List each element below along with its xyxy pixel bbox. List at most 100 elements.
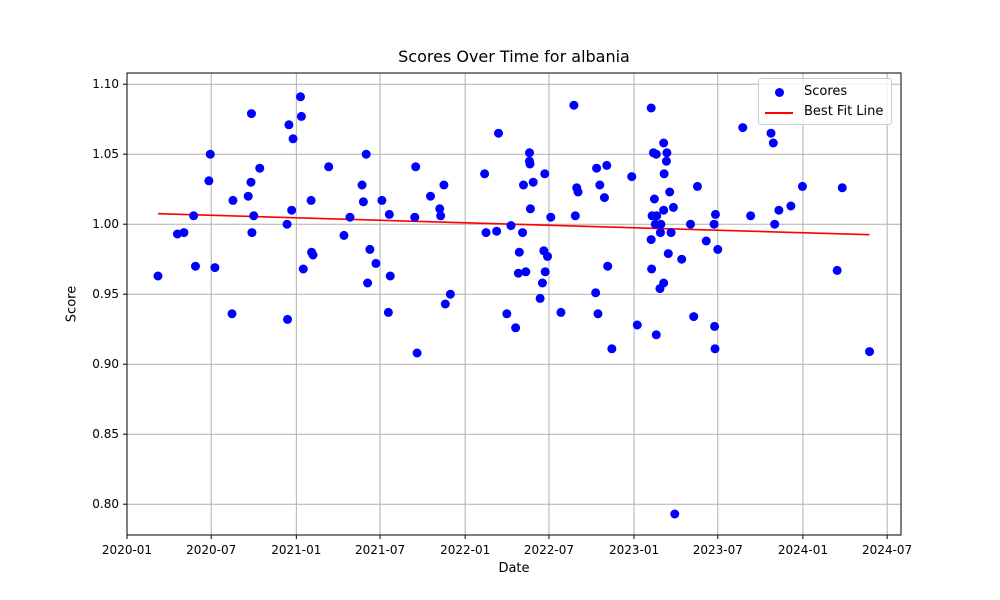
- data-point: [655, 228, 665, 238]
- data-point: [569, 100, 579, 110]
- y-tick-label: 0.95: [92, 287, 119, 301]
- data-point: [377, 195, 387, 205]
- x-tick-label: 2024-07: [862, 543, 912, 557]
- data-point: [570, 211, 580, 221]
- data-point: [713, 244, 723, 254]
- data-point: [445, 289, 455, 299]
- data-point: [227, 309, 237, 319]
- data-point: [685, 219, 695, 229]
- data-point: [656, 219, 666, 229]
- data-point: [436, 211, 446, 221]
- data-point: [649, 194, 659, 204]
- data-point: [546, 212, 556, 222]
- y-axis-ticks: 0.80 0.85 0.90 0.95 1.00 1.05 1.10: [92, 77, 127, 511]
- y-tick-label: 1.00: [92, 217, 119, 231]
- data-point: [677, 254, 687, 264]
- data-point: [249, 211, 259, 221]
- data-point: [607, 344, 617, 354]
- data-point: [774, 205, 784, 215]
- data-point: [410, 212, 420, 222]
- data-point: [770, 219, 780, 229]
- data-point: [365, 244, 375, 254]
- legend-marker-scores: [775, 88, 784, 97]
- data-point: [710, 344, 720, 354]
- data-point: [797, 181, 807, 191]
- data-point: [525, 159, 535, 169]
- legend-item-best-fit: Best Fit Line: [759, 102, 891, 122]
- data-point: [662, 148, 672, 158]
- data-point: [514, 247, 524, 257]
- data-point: [345, 212, 355, 222]
- data-point: [591, 288, 601, 298]
- data-point: [592, 163, 602, 173]
- data-point: [692, 181, 702, 191]
- legend-label-scores: Scores: [804, 84, 848, 99]
- x-tick-label: 2021-01: [271, 543, 321, 557]
- data-point: [659, 169, 669, 179]
- data-point: [689, 312, 699, 322]
- data-point: [663, 249, 673, 259]
- data-point: [602, 160, 612, 170]
- data-point: [647, 264, 657, 274]
- legend-marker-best-fit: [765, 112, 793, 114]
- data-point: [651, 330, 661, 340]
- data-point: [652, 211, 662, 221]
- data-point: [228, 195, 238, 205]
- data-point: [384, 209, 394, 219]
- data-point: [153, 271, 163, 281]
- data-point: [288, 134, 298, 144]
- data-point: [282, 219, 292, 229]
- legend-item-scores: Scores: [759, 82, 891, 102]
- data-point: [435, 204, 445, 214]
- data-point: [385, 271, 395, 281]
- data-point: [646, 103, 656, 113]
- data-point: [599, 193, 609, 203]
- data-point: [670, 509, 680, 519]
- data-point: [701, 236, 711, 246]
- data-point: [324, 162, 334, 172]
- y-axis-label: Score: [64, 285, 80, 323]
- legend-label-best-fit: Best Fit Line: [804, 104, 884, 119]
- data-point: [298, 264, 308, 274]
- data-point: [383, 307, 393, 317]
- data-point: [524, 148, 534, 158]
- data-point: [190, 261, 200, 271]
- y-tick-label: 0.85: [92, 427, 119, 441]
- x-tick-label: 2022-01: [440, 543, 490, 557]
- data-point: [308, 250, 318, 260]
- data-point: [511, 323, 521, 333]
- data-point: [440, 299, 450, 309]
- data-point: [709, 219, 719, 229]
- data-point: [371, 258, 381, 268]
- x-tick-label: 2021-07: [355, 543, 405, 557]
- data-point: [832, 265, 842, 275]
- data-point: [204, 176, 214, 186]
- data-point: [425, 191, 435, 201]
- data-point: [659, 278, 669, 288]
- data-point: [593, 309, 603, 319]
- data-point: [210, 263, 220, 273]
- data-point: [363, 278, 373, 288]
- data-point: [189, 211, 199, 221]
- x-tick-label: 2023-07: [693, 543, 743, 557]
- y-tick-label: 0.90: [92, 357, 119, 371]
- data-point: [518, 180, 528, 190]
- data-point: [665, 187, 675, 197]
- plot-frame: [126, 72, 902, 536]
- x-tick-label: 2024-01: [778, 543, 828, 557]
- data-point: [646, 235, 656, 245]
- x-tick-label: 2020-07: [186, 543, 236, 557]
- data-point: [525, 204, 535, 214]
- x-tick-label: 2020-01: [102, 543, 152, 557]
- data-point: [528, 177, 538, 187]
- data-point: [247, 228, 257, 238]
- data-point: [513, 268, 523, 278]
- data-point: [543, 251, 553, 261]
- data-point: [710, 321, 720, 331]
- chart-title: Scores Over Time for albania: [398, 47, 630, 66]
- data-point: [246, 109, 256, 119]
- x-axis-label: Date: [498, 561, 530, 576]
- data-point: [668, 202, 678, 212]
- data-point: [540, 169, 550, 179]
